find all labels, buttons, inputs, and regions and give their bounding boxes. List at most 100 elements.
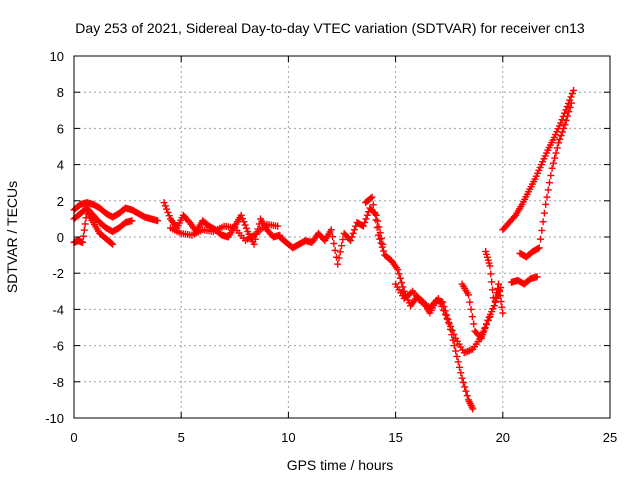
data-point bbox=[480, 327, 488, 335]
data-point bbox=[461, 383, 469, 391]
data-point bbox=[455, 363, 463, 371]
data-point bbox=[495, 286, 503, 294]
y-tick-label: 4 bbox=[57, 158, 64, 173]
data-point bbox=[334, 260, 342, 268]
data-point bbox=[558, 128, 566, 136]
x-tick-label: 25 bbox=[603, 430, 617, 445]
y-tick-label: -10 bbox=[45, 411, 64, 426]
data-point bbox=[339, 236, 347, 244]
data-point bbox=[463, 392, 471, 400]
data-point bbox=[547, 171, 555, 179]
y-tick-label: 10 bbox=[50, 49, 64, 64]
data-point bbox=[109, 240, 117, 248]
x-tick-label: 0 bbox=[70, 430, 77, 445]
data-point bbox=[375, 223, 383, 231]
data-point bbox=[477, 334, 485, 342]
data-point bbox=[378, 243, 386, 251]
grid-lines bbox=[74, 56, 610, 418]
data-point bbox=[374, 217, 382, 225]
data-point bbox=[81, 220, 89, 228]
data-point bbox=[371, 208, 379, 216]
x-tick-label: 5 bbox=[178, 430, 185, 445]
data-point bbox=[489, 286, 497, 294]
data-point bbox=[327, 226, 335, 234]
data-point bbox=[350, 226, 358, 234]
data-point bbox=[107, 239, 115, 247]
data-point bbox=[434, 295, 442, 303]
data-point bbox=[436, 299, 444, 307]
data-point bbox=[362, 215, 370, 223]
data-point bbox=[440, 306, 448, 314]
data-point bbox=[497, 297, 505, 305]
data-point bbox=[398, 279, 406, 287]
data-point bbox=[368, 193, 376, 201]
data-point bbox=[394, 266, 402, 274]
data-point bbox=[160, 199, 168, 207]
data-point bbox=[551, 154, 559, 162]
data-point bbox=[468, 313, 476, 321]
data-point bbox=[570, 86, 578, 94]
data-point bbox=[376, 235, 384, 243]
axis-ticks: 0 5 10 15 20 25 -10 -8 -6 -4 -2 0 2 4 6 8 10 bbox=[45, 49, 617, 445]
y-tick-label: 2 bbox=[57, 194, 64, 209]
data-point bbox=[479, 331, 487, 339]
y-tick-label: -8 bbox=[52, 375, 64, 390]
data-point bbox=[374, 231, 382, 239]
data-point bbox=[347, 237, 355, 245]
data-point bbox=[163, 205, 171, 213]
data-point bbox=[79, 238, 87, 246]
data-point bbox=[250, 240, 258, 248]
data-point bbox=[459, 379, 467, 387]
y-tick-label: -4 bbox=[52, 302, 64, 317]
data-point bbox=[481, 324, 489, 331]
y-tick-label: 6 bbox=[57, 121, 64, 136]
data-point bbox=[274, 222, 282, 230]
data-point bbox=[349, 229, 357, 237]
data-point bbox=[566, 103, 574, 111]
data-point bbox=[565, 108, 573, 116]
data-point bbox=[555, 139, 563, 147]
data-point bbox=[331, 246, 339, 254]
data-point bbox=[367, 194, 375, 202]
data-point bbox=[568, 90, 576, 98]
data-point bbox=[539, 218, 547, 226]
data-point bbox=[395, 270, 403, 278]
data-point bbox=[458, 374, 466, 382]
data-point bbox=[80, 226, 88, 234]
data-point bbox=[542, 200, 550, 208]
data-point bbox=[466, 298, 474, 306]
data-point bbox=[241, 221, 249, 229]
data-point bbox=[335, 254, 343, 262]
data-point bbox=[556, 135, 564, 143]
data-point bbox=[538, 226, 546, 234]
data-point bbox=[237, 211, 245, 219]
data-point bbox=[486, 262, 494, 270]
data-point bbox=[561, 121, 569, 129]
data-point bbox=[543, 193, 551, 201]
data-point bbox=[557, 132, 565, 140]
data-point bbox=[487, 270, 495, 278]
data-point bbox=[540, 209, 548, 217]
data-point bbox=[359, 222, 367, 230]
data-point bbox=[546, 179, 554, 187]
data-point bbox=[380, 247, 388, 255]
data-point bbox=[329, 233, 337, 241]
data-point bbox=[496, 292, 504, 300]
data-point bbox=[548, 164, 556, 172]
data-point bbox=[79, 232, 87, 240]
data-point bbox=[369, 201, 377, 209]
chart-title: Day 253 of 2021, Sidereal Day-to-day VTE… bbox=[75, 20, 585, 36]
data-point bbox=[488, 278, 496, 286]
data-point bbox=[338, 242, 346, 250]
data-point bbox=[499, 309, 507, 317]
data-point bbox=[396, 274, 404, 282]
data-point bbox=[161, 202, 169, 210]
data-point bbox=[452, 347, 460, 355]
data-point bbox=[562, 116, 570, 124]
data-point bbox=[553, 144, 561, 152]
data-point bbox=[495, 280, 503, 288]
data-point bbox=[464, 291, 472, 299]
data-point bbox=[242, 224, 250, 232]
data-point bbox=[164, 208, 172, 216]
